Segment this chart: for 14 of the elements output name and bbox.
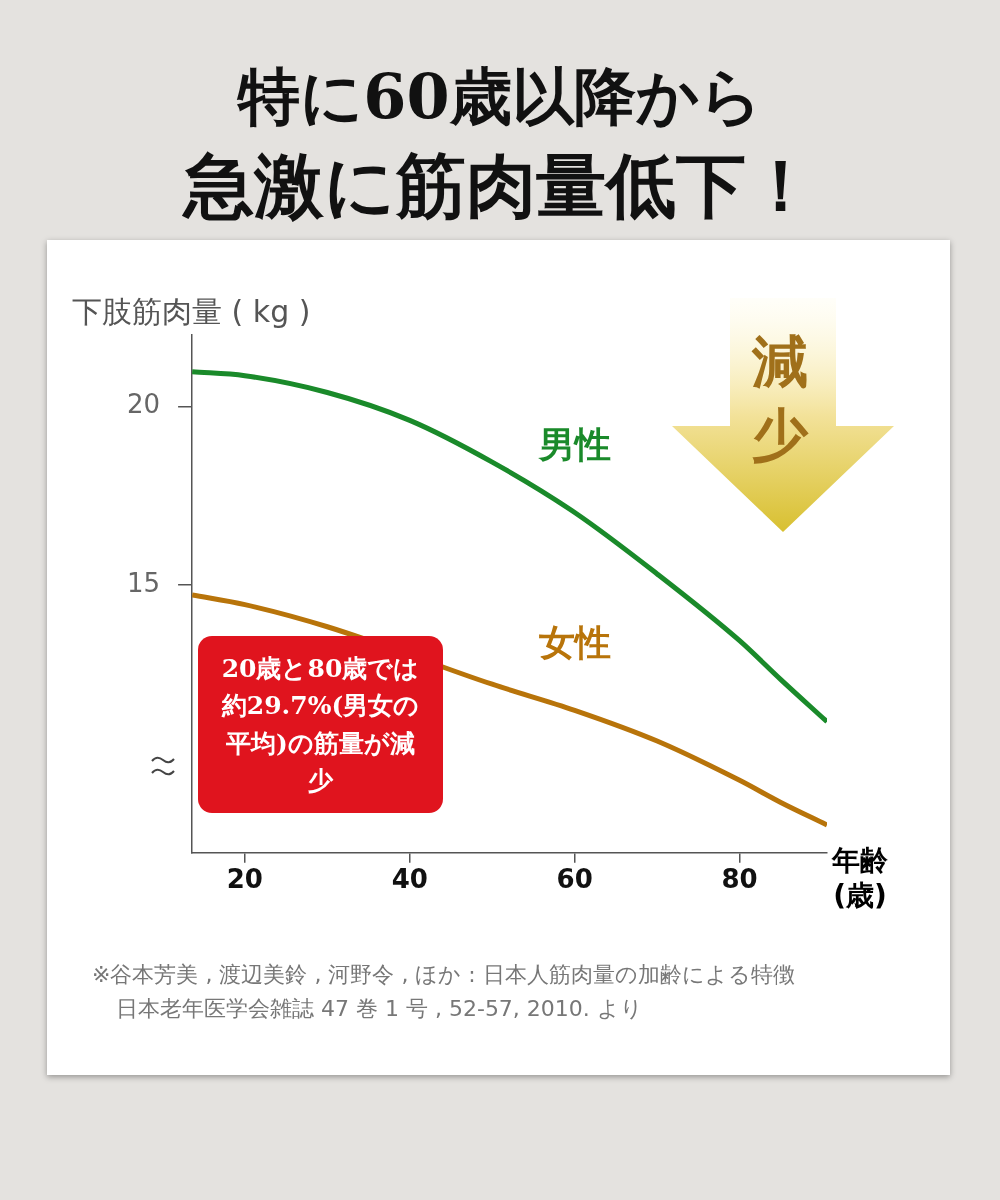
text: ※谷本芳美 , 渡辺美鈴 , 河野令 , ほか : 日本人筋肉量の加齢による特徴日本老年医学会雑誌 47 巻 1 号 , 52-57, 2010. より (92, 961, 796, 1024)
x-tick-label: 20 (226, 864, 263, 895)
y-axis-title: 下肢筋肉量 ( kg ) (72, 293, 311, 331)
y-tick-label: 15 (126, 567, 161, 598)
annotation: 20歳と80歳では約29.7%(男女の平均)の筋量が減少 (220, 652, 421, 797)
x-tick-label: 60 (556, 864, 593, 895)
series-label: 女性 (538, 620, 611, 663)
x-tick-label: 40 (391, 864, 428, 895)
x-axis-title: 年齢 (歳) (832, 843, 888, 913)
annotation: 減少 (752, 327, 810, 469)
chart-title: 特に60歳以降から (236, 59, 763, 135)
x-tick-label: 80 (721, 864, 758, 895)
chart-subtitle: 急激に筋肉量低下！ (181, 143, 817, 229)
series-label: 男性 (537, 422, 611, 465)
